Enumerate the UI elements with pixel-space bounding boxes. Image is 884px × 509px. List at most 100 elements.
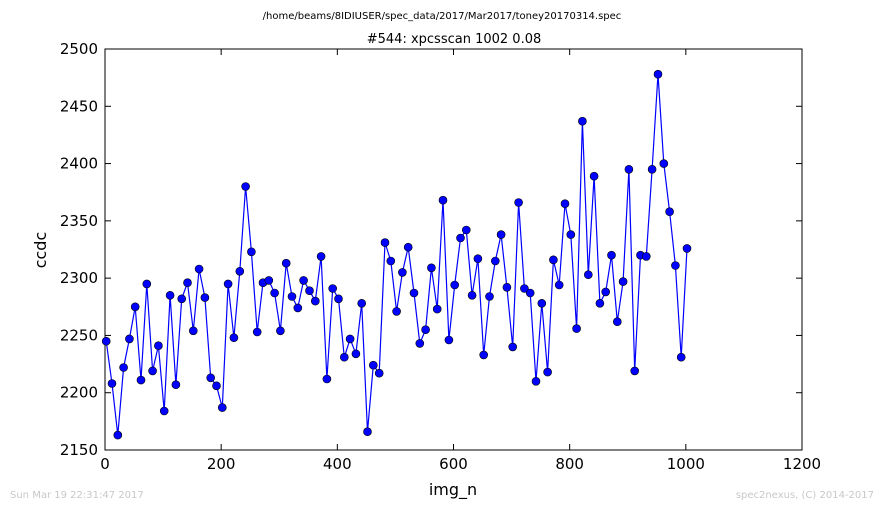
data-point xyxy=(653,69,663,79)
data-point xyxy=(101,336,111,346)
data-point xyxy=(682,244,692,253)
data-point xyxy=(554,280,564,290)
data-point xyxy=(148,366,157,376)
data-point xyxy=(281,258,291,268)
y-tick-label: 2150 xyxy=(60,441,98,459)
data-point xyxy=(229,333,239,343)
data-point xyxy=(403,242,413,252)
x-tick-label: 0 xyxy=(100,455,110,473)
data-point xyxy=(154,341,163,351)
data-point xyxy=(264,276,274,285)
data-point xyxy=(357,298,367,308)
data-point xyxy=(589,171,599,181)
data-point xyxy=(432,304,442,314)
data-point xyxy=(252,327,262,337)
data-point xyxy=(287,292,297,301)
data-point xyxy=(305,286,314,296)
x-tick-label: 600 xyxy=(439,455,468,473)
data-point xyxy=(490,256,500,266)
data-point xyxy=(339,352,349,362)
y-axis: 2150 2200 2250 2300 2350 2400 2450 2500 xyxy=(60,40,802,459)
data-point xyxy=(380,238,390,247)
data-point xyxy=(206,373,215,383)
data-point xyxy=(659,159,669,168)
data-point xyxy=(136,375,146,385)
data-point xyxy=(392,307,401,316)
data-point xyxy=(183,278,192,288)
data-point xyxy=(113,430,123,440)
data-point xyxy=(276,326,285,336)
data-point xyxy=(473,254,483,264)
data-point xyxy=(125,334,134,344)
y-tick-label: 2450 xyxy=(60,97,98,115)
data-point xyxy=(543,367,552,377)
data-point xyxy=(514,198,523,207)
y-tick-label: 2250 xyxy=(60,326,98,344)
data-point xyxy=(525,288,535,298)
data-point xyxy=(363,427,372,437)
data-point xyxy=(119,363,128,372)
data-point xyxy=(630,366,640,376)
y-tick-label: 2400 xyxy=(60,155,98,173)
data-point xyxy=(456,233,465,243)
x-tick-label: 200 xyxy=(207,455,236,473)
data-point xyxy=(508,342,518,352)
chart-title: #544: xpcsscan 1002 0.08 xyxy=(367,32,542,47)
chart-suptitle: /home/beams/8IDIUSER/spec_data/2017/Mar2… xyxy=(263,11,622,22)
data-point xyxy=(189,326,198,336)
data-point xyxy=(165,290,175,300)
x-tick-label: 1200 xyxy=(783,455,821,473)
data-point xyxy=(607,250,616,260)
data-point xyxy=(235,266,245,276)
data-point xyxy=(398,268,407,277)
data-point xyxy=(368,360,378,370)
series-markers xyxy=(101,69,692,440)
data-point xyxy=(583,270,593,280)
data-point xyxy=(409,288,419,298)
data-point xyxy=(212,381,221,391)
x-tick-label: 800 xyxy=(555,455,584,473)
data-point xyxy=(624,165,634,174)
data-point xyxy=(572,324,581,333)
data-point xyxy=(159,406,169,416)
data-point xyxy=(461,225,471,235)
data-point xyxy=(665,207,674,216)
data-point xyxy=(130,302,140,312)
plot-frame xyxy=(104,48,803,451)
data-point xyxy=(247,247,256,257)
data-point xyxy=(438,195,448,205)
y-tick-label: 2200 xyxy=(60,384,98,402)
data-point xyxy=(415,339,425,348)
data-point xyxy=(142,279,152,289)
data-point xyxy=(566,230,576,239)
data-point xyxy=(549,255,558,265)
data-point xyxy=(299,276,308,285)
data-point xyxy=(618,277,628,286)
data-point xyxy=(641,252,651,261)
data-point xyxy=(351,349,361,359)
data-point xyxy=(218,403,227,412)
data-point xyxy=(479,350,489,360)
data-point xyxy=(316,252,326,261)
data-point xyxy=(241,182,250,191)
x-tick-label: 1000 xyxy=(667,455,705,473)
data-point xyxy=(444,335,454,345)
data-point xyxy=(520,284,529,293)
data-point xyxy=(345,334,355,344)
y-tick-label: 2500 xyxy=(60,40,98,58)
footer-credit: spec2nexus, (C) 2014-2017 xyxy=(736,490,874,501)
series-line xyxy=(105,74,688,436)
data-point xyxy=(194,264,204,274)
data-point xyxy=(334,294,343,304)
data-point xyxy=(578,116,587,126)
data-point xyxy=(502,282,512,292)
data-point xyxy=(270,288,279,298)
y-tick-label: 2350 xyxy=(60,212,98,230)
data-point xyxy=(450,280,460,290)
data-point xyxy=(560,199,570,208)
data-point xyxy=(595,298,605,308)
data-point xyxy=(322,374,332,384)
data-point xyxy=(421,325,430,335)
data-point xyxy=(496,230,506,239)
